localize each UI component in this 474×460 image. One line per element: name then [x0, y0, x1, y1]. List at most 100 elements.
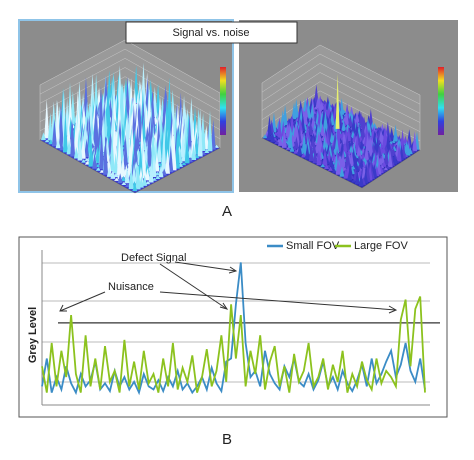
- surface-spike: [106, 166, 112, 177]
- surface-spike: [184, 135, 190, 164]
- surface-spike: [387, 150, 393, 168]
- surface-spike: [44, 139, 50, 143]
- series-line: [41, 296, 426, 393]
- surface-spike: [348, 145, 354, 153]
- surface-spike: [360, 120, 366, 141]
- surface-spike: [354, 170, 360, 185]
- surface-spike: [138, 140, 144, 181]
- surface-spike: [334, 135, 340, 154]
- surface-spike: [313, 106, 319, 110]
- surface-spike: [203, 125, 209, 150]
- annotation: Defect Signal: [121, 252, 186, 264]
- surface-spike: [145, 180, 151, 185]
- surface-spike: [154, 151, 160, 172]
- surface-spike: [151, 153, 157, 177]
- surface-spike: [294, 123, 300, 144]
- surface-spike: [142, 174, 148, 186]
- surface-spike: [347, 114, 353, 127]
- surface-spike: [171, 133, 177, 171]
- surface-spike: [312, 148, 318, 164]
- surface-spike: [131, 163, 137, 184]
- wall-grid: [261, 63, 421, 114]
- surface-spike: [305, 121, 311, 142]
- surface-spike: [187, 115, 193, 155]
- surface-spike: [145, 167, 150, 181]
- surface-spike: [191, 143, 197, 160]
- surface-spike: [109, 131, 115, 172]
- legend-label: Small FOV: [286, 240, 340, 252]
- surface-spike: [207, 110, 213, 152]
- surface-spike: [396, 142, 402, 162]
- surface-spike: [40, 132, 46, 141]
- surface-spike: [62, 111, 68, 153]
- surface-spike: [44, 98, 50, 139]
- surface-spike: [301, 152, 306, 158]
- surface-spike: [165, 148, 170, 174]
- surface-spike: [137, 102, 143, 141]
- surface-plots: [39, 39, 421, 194]
- surface-spike: [181, 162, 187, 166]
- surface-spike: [95, 167, 101, 171]
- surface-spike: [291, 102, 297, 120]
- surface-spike: [73, 146, 79, 159]
- surface-spike: [276, 117, 282, 138]
- surface-spike: [391, 145, 397, 152]
- surface-spike: [99, 169, 105, 173]
- surface-spike: [322, 99, 328, 104]
- surface-spike: [55, 100, 61, 145]
- surface-spike: [358, 157, 364, 169]
- surface-spike: [392, 153, 398, 165]
- surface-spike: [266, 128, 272, 141]
- surface-spike: [47, 112, 53, 141]
- surface-spike: [190, 119, 196, 157]
- arrows: [59, 261, 398, 314]
- surface-spike: [301, 131, 307, 135]
- wall-grid: [39, 58, 221, 112]
- surface-spike: [335, 158, 341, 175]
- y-axis-label: Grey Level: [27, 307, 39, 363]
- surface-spike: [168, 145, 174, 173]
- surface-spike: [381, 161, 387, 167]
- surface-spike: [363, 169, 369, 184]
- surface-spike: [120, 156, 126, 178]
- surface-spike: [155, 175, 161, 179]
- surface-spike: [343, 168, 349, 179]
- surface-spike: [344, 109, 349, 125]
- surface-spike: [327, 166, 333, 171]
- surface-spike: [123, 134, 129, 169]
- surface-spike: [270, 131, 276, 143]
- surface-spike: [289, 145, 295, 152]
- surface-spike: [324, 163, 330, 169]
- surface-spike: [412, 131, 418, 152]
- surface-spike: [94, 109, 100, 156]
- surface-spike: [356, 145, 362, 157]
- surface-spike: [383, 145, 389, 166]
- surface-spike: [353, 114, 359, 128]
- surface-spike: [320, 123, 326, 137]
- surface-spike: [120, 93, 125, 139]
- surface-spike: [84, 138, 90, 158]
- surface-spike: [128, 165, 134, 190]
- surface-spike: [150, 123, 156, 170]
- surface-spike: [204, 148, 210, 154]
- surface-spike: [161, 128, 167, 172]
- surface-spike: [161, 168, 167, 176]
- legend-label: Large FOV: [354, 240, 408, 252]
- surface-spike: [347, 167, 353, 181]
- surface-spike: [389, 127, 395, 140]
- surface-spike: [364, 144, 369, 161]
- surface-spike: [381, 132, 387, 149]
- surface-spike: [158, 165, 164, 178]
- surface-spike: [311, 127, 317, 138]
- surface-spike: [293, 136, 299, 149]
- surface-spike: [331, 168, 337, 173]
- panel-label: B: [222, 431, 232, 448]
- surface-spike: [274, 135, 280, 140]
- wall-grid: [261, 53, 421, 105]
- surface-spike: [277, 136, 283, 146]
- surface-spike: [99, 126, 105, 169]
- wall-grid: [39, 48, 221, 103]
- surface-spike: [180, 130, 186, 158]
- panel-label: A: [222, 203, 232, 220]
